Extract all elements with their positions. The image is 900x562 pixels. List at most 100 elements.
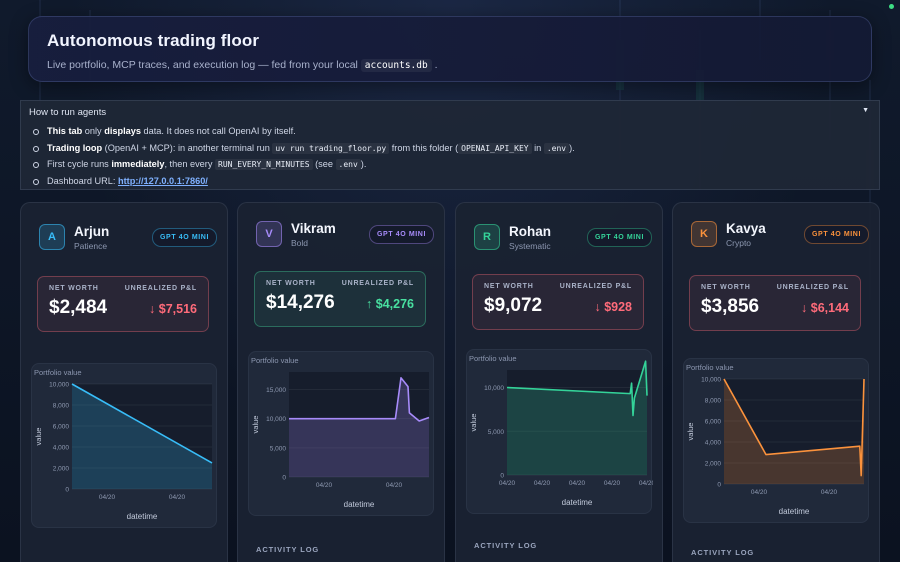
net-worth-label: NET WORTH	[484, 283, 534, 290]
y-tick-label: 5,000	[270, 445, 287, 452]
y-tick-label: 6,000	[53, 424, 70, 431]
y-axis-label: value	[469, 414, 478, 432]
x-axis-label: datetime	[779, 507, 810, 516]
net-worth-labels: NET WORTH UNREALIZED P&L	[49, 285, 197, 292]
net-worth-panel: NET WORTH UNREALIZED P&L $3,856 ↓ $6,144	[689, 275, 861, 331]
trader-card-kavya: K Kavya Crypto GPT 4O MINI NET WORTH UNREALIZ…	[672, 202, 880, 562]
chart-svg: 0 2,000 4,000 6,000 8,000 10,000 04/20 04/20 dat…	[34, 382, 213, 521]
y-tick-label: 0	[65, 487, 69, 494]
y-tick-label: 8,000	[53, 403, 70, 410]
y-tick-label: 0	[282, 475, 286, 482]
plot-area	[724, 379, 864, 484]
net-worth-labels: NET WORTH UNREALIZED P&L	[484, 283, 632, 290]
howto-text: data. It does not call OpenAI by itself.	[140, 126, 296, 136]
model-badge: GPT 4O MINI	[804, 224, 869, 244]
trader-style: Patience	[74, 240, 108, 251]
net-worth-value: $2,484	[49, 297, 108, 318]
unrealized-pnl-value: ↑ $4,276	[366, 297, 414, 311]
model-badge: GPT 4O MINI	[152, 227, 217, 247]
net-worth-labels: NET WORTH UNREALIZED P&L	[701, 284, 849, 291]
howto-item: Trading loop (OpenAI + MCP): in another …	[29, 140, 871, 157]
trader-header: R Rohan Systematic GPT 4O MINI	[474, 220, 652, 254]
howto-bold: Trading loop	[47, 142, 103, 153]
chart-title: Portfolio value	[34, 368, 82, 377]
portfolio-chart: Portfolio value 0 2,000 4,000 6,000 8,000 10,0…	[683, 358, 869, 523]
y-tick-label: 10,000	[266, 416, 286, 423]
howto-list: This tab only displays data. It does not…	[29, 123, 871, 190]
x-tick-label: 04/20	[534, 480, 551, 487]
chart-svg: 0 5,000 10,000 15,000 04/20 04/20 datetime valu…	[251, 372, 430, 509]
plot-area	[289, 372, 429, 477]
unrealized-pnl-value: ↓ $6,144	[801, 301, 849, 315]
howto-item: This tab only displays data. It does not…	[29, 123, 871, 140]
series-area	[72, 384, 212, 489]
howto-text: ).	[360, 159, 367, 170]
dashboard-url-link[interactable]: http://127.0.0.1:7860/	[117, 176, 208, 187]
trader-card-rohan: R Rohan Systematic GPT 4O MINI NET WORTH UNRE…	[455, 202, 663, 562]
x-tick-label: 04/20	[499, 480, 516, 487]
subtitle-text: Live portfolio, MCP traces, and executio…	[47, 59, 358, 71]
net-worth-values: $14,276 ↑ $4,276	[266, 292, 414, 314]
trader-name-block: Arjun Patience	[74, 224, 109, 251]
series-line	[71, 383, 213, 464]
y-tick-label: 6,000	[705, 419, 722, 426]
net-worth-value: $3,856	[701, 296, 760, 317]
unrealized-pnl-value: ↓ $928	[594, 300, 632, 314]
y-tick-label: 5,000	[488, 429, 505, 436]
howto-text: , then every	[164, 159, 215, 170]
trader-card-vikram: V Vikram Bold GPT 4O MINI NET WORTH UNREALIZE…	[237, 202, 445, 562]
howto-text: Dashboard URL:	[47, 176, 118, 187]
series-area	[724, 379, 864, 484]
x-axis-label: datetime	[562, 498, 593, 507]
y-tick-label: 10,000	[484, 385, 504, 392]
chart-svg: 0 2,000 4,000 6,000 8,000 10,000 04/20 04/20 dat…	[686, 377, 865, 516]
x-tick-label: 04/20	[99, 494, 116, 501]
y-axis-label: value	[251, 416, 260, 434]
portfolio-chart: Portfolio value 0 5,000 10,000 15,000 04/20 04…	[248, 351, 434, 516]
net-worth-panel: NET WORTH UNREALIZED P&L $2,484 ↓ $7,516	[37, 276, 209, 332]
header-banner: Autonomous trading floor Live portfolio,…	[28, 16, 872, 82]
y-tick-label: 4,000	[53, 445, 70, 452]
trader-style: Systematic	[509, 240, 551, 251]
y-tick-label: 2,000	[53, 466, 70, 473]
y-tick-label: 10,000	[49, 382, 69, 389]
y-tick-label: 15,000	[266, 387, 286, 394]
x-tick-label: 04/20	[751, 489, 768, 496]
net-worth-label: NET WORTH	[266, 280, 316, 287]
net-worth-values: $2,484 ↓ $7,516	[49, 297, 197, 319]
subtitle-end: .	[434, 59, 438, 71]
series-line	[506, 360, 648, 417]
x-tick-label: 04/20	[316, 482, 333, 489]
x-axis-label: datetime	[127, 512, 158, 521]
unrealized-pnl-label: UNREALIZED P&L	[124, 285, 197, 292]
trader-name-block: Rohan Systematic	[509, 224, 551, 251]
trader-name-block: Kavya Crypto	[726, 221, 766, 248]
howto-bold: This tab	[47, 126, 83, 136]
howto-text: First cycle runs	[47, 159, 112, 170]
howto-command: uv run trading_floor.py	[272, 142, 390, 154]
howto-accordion-header[interactable]: How to run agents ▼	[29, 107, 871, 118]
y-tick-label: 8,000	[705, 398, 722, 405]
net-worth-label: NET WORTH	[701, 284, 751, 291]
net-worth-panel: NET WORTH UNREALIZED P&L $14,276 ↑ $4,276	[254, 271, 426, 327]
trader-name-block: Vikram Bold	[291, 221, 336, 248]
x-tick-label: 04/20	[604, 480, 621, 487]
unrealized-pnl-value: ↓ $7,516	[149, 302, 197, 316]
chart-title: Portfolio value	[686, 363, 734, 372]
howto-env-var: RUN_EVERY_N_MINUTES	[215, 159, 313, 171]
net-worth-labels: NET WORTH UNREALIZED P&L	[266, 280, 414, 287]
howto-text: ).	[569, 142, 575, 153]
howto-env-file: .env	[335, 159, 361, 171]
trader-avatar: A	[39, 224, 65, 250]
y-tick-label: 4,000	[705, 440, 722, 447]
collapse-toggle-icon[interactable]: ▼	[862, 107, 869, 114]
unrealized-pnl-label: UNREALIZED P&L	[559, 283, 632, 290]
trader-card-arjun: A Arjun Patience GPT 4O MINI NET WORTH UNREAL…	[20, 202, 228, 562]
chart-title: Portfolio value	[469, 354, 517, 363]
howto-title: How to run agents	[29, 107, 107, 118]
net-worth-values: $3,856 ↓ $6,144	[701, 296, 849, 318]
net-worth-value: $9,072	[484, 295, 543, 316]
y-tick-label: 2,000	[705, 461, 722, 468]
db-filename: accounts.db	[360, 59, 432, 72]
net-worth-values: $9,072 ↓ $928	[484, 295, 632, 317]
